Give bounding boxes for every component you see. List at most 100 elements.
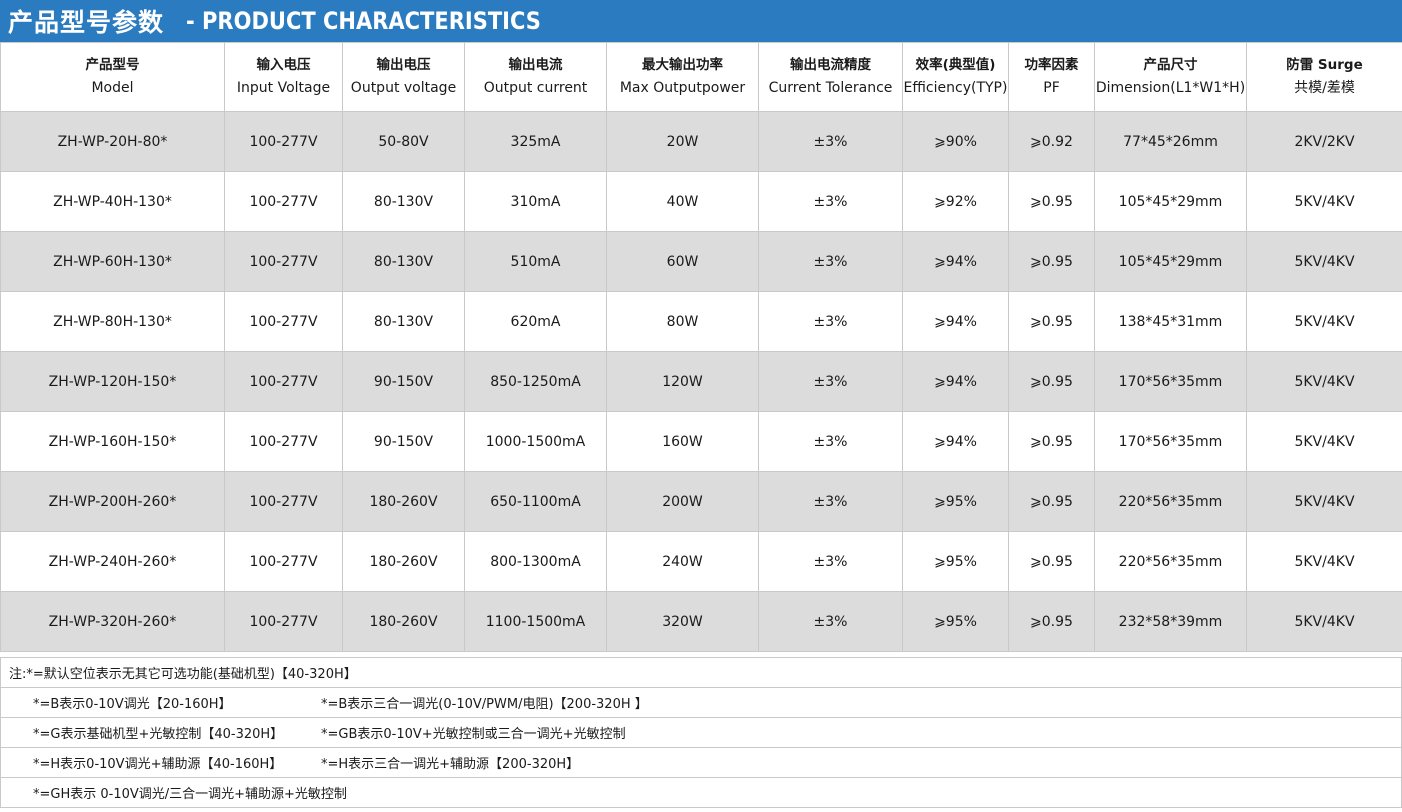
column-header-en: Output voltage [350, 80, 457, 96]
column-header-en: Efficiency(TYP) [903, 80, 1008, 96]
note-g-left: *=G表示基础机型+光敏控制【40-320H】 [33, 727, 284, 742]
table-cell: 80-130V [342, 171, 465, 232]
column-header-zh: 输出电流精度 [790, 57, 871, 73]
table-cell: 120W [606, 351, 759, 412]
table-cell: 510mA [464, 231, 607, 292]
table-cell: ⩾0.95 [1008, 591, 1095, 652]
note-b-right: *=B表示三合一调光(0-10V/PWM/电阻)【200-320H 】 [321, 697, 648, 712]
column-header-zh: 最大输出功率 [642, 57, 723, 73]
note-g-right: *=GB表示0-10V+光敏控制或三合一调光+光敏控制 [321, 727, 626, 742]
table-row: ZH-WP-320H-260* 100-277V 180-260V 1100-1500… [0, 591, 1402, 652]
table-cell: 80-130V [342, 231, 465, 292]
table-cell: 180-260V [342, 591, 465, 652]
table-cell: 620mA [464, 291, 607, 352]
notes-table: 注:*=默认空位表示无其它可选功能(基础机型)【40-320H】 *=B表示0-… [0, 657, 1402, 808]
table-cell: 100-277V [224, 291, 343, 352]
table-cell: ZH-WP-80H-130* [0, 291, 225, 352]
banner-title-cn: 产品型号参数 [8, 8, 165, 37]
table-cell: 100-277V [224, 171, 343, 232]
table-cell: 80W [606, 291, 759, 352]
table-cell: ⩾0.95 [1008, 291, 1095, 352]
table-cell: ZH-WP-320H-260* [0, 591, 225, 652]
column-header-zh: 产品型号 [85, 57, 140, 73]
note-h-right: *=H表示三合一调光+辅助源【200-320H】 [321, 757, 580, 772]
table-cell: ⩾0.95 [1008, 231, 1095, 292]
table-cell: 160W [606, 411, 759, 472]
table-cell: ZH-WP-60H-130* [0, 231, 225, 292]
table-cell: 180-260V [342, 471, 465, 532]
table-cell: 77*45*26mm [1094, 111, 1247, 172]
table-cell: 5KV/4KV [1246, 171, 1402, 232]
table-cell: 105*45*29mm [1094, 171, 1247, 232]
table-cell: ±3% [758, 471, 903, 532]
table-cell: 5KV/4KV [1246, 291, 1402, 352]
column-header-zh: 功率因素 [1024, 57, 1079, 73]
table-cell: 105*45*29mm [1094, 231, 1247, 292]
column-header: 效率(典型值) Efficiency(TYP) [902, 42, 1009, 112]
table-cell: 800-1300mA [464, 531, 607, 592]
column-header-zh: 输入电压 [256, 57, 311, 73]
table-cell: 80-130V [342, 291, 465, 352]
column-header-en: PF [1043, 80, 1060, 96]
table-cell: ⩾94% [902, 291, 1009, 352]
column-header-en: 共模/差模 [1294, 80, 1355, 96]
table-cell: 310mA [464, 171, 607, 232]
column-header-en: Input Voltage [236, 80, 331, 96]
table-row: ZH-WP-200H-260* 100-277V 180-260V 650-1100m… [0, 471, 1402, 532]
table-cell: ±3% [758, 291, 903, 352]
column-header: 最大输出功率 Max Outputpower [606, 42, 759, 112]
table-cell: ±3% [758, 231, 903, 292]
table-cell: ⩾92% [902, 171, 1009, 232]
table-cell: ZH-WP-240H-260* [0, 531, 225, 592]
note-gh: *=GH表示 0-10V调光/三合一调光+辅助源+光敏控制 [33, 787, 347, 802]
table-cell: 170*56*35mm [1094, 351, 1247, 412]
product-spec-table: 产品型号 Model 输入电压 Input Voltage 输出电压 Output vol… [0, 42, 1402, 652]
table-cell: ⩾0.95 [1008, 531, 1095, 592]
table-row: ZH-WP-80H-130* 100-277V 80-130V 620mA 80W ±3%… [0, 291, 1402, 352]
table-cell: 50-80V [342, 111, 465, 172]
table-cell: 5KV/4KV [1246, 411, 1402, 472]
table-cell: 220*56*35mm [1094, 471, 1247, 532]
table-cell: ⩾95% [902, 591, 1009, 652]
column-header: 输出电流精度 Current Tolerance [758, 42, 903, 112]
table-row: ZH-WP-160H-150* 100-277V 90-150V 1000-1500m… [0, 411, 1402, 472]
table-cell: 100-277V [224, 531, 343, 592]
table-cell: ±3% [758, 351, 903, 412]
table-cell: 325mA [464, 111, 607, 172]
table-header-row: 产品型号 Model 输入电压 Input Voltage 输出电压 Output vol… [0, 42, 1402, 112]
table-row: ZH-WP-40H-130* 100-277V 80-130V 310mA 40W ±3%… [0, 171, 1402, 232]
table-cell: ZH-WP-20H-80* [0, 111, 225, 172]
column-header: 输入电压 Input Voltage [224, 42, 343, 112]
column-header-zh: 输出电压 [376, 57, 431, 73]
table-cell: 1100-1500mA [464, 591, 607, 652]
table-cell: 5KV/4KV [1246, 591, 1402, 652]
column-header-zh: 效率(典型值) [915, 57, 996, 73]
column-header-zh: 防雷 Surge [1286, 57, 1363, 73]
banner-title-en: - PRODUCT CHARACTERISTICS [186, 7, 541, 35]
table-cell: 100-277V [224, 411, 343, 472]
table-cell: 100-277V [224, 591, 343, 652]
table-cell: 180-260V [342, 531, 465, 592]
table-body: ZH-WP-20H-80* 100-277V 50-80V 325mA 20W ±3% ⩾9… [0, 111, 1402, 652]
table-cell: 850-1250mA [464, 351, 607, 412]
table-cell: 320W [606, 591, 759, 652]
table-cell: 90-150V [342, 411, 465, 472]
table-row: ZH-WP-60H-130* 100-277V 80-130V 510mA 60W ±3%… [0, 231, 1402, 292]
column-header: 产品尺寸 Dimension(L1*W1*H) [1094, 42, 1247, 112]
column-header-en: Max Outputpower [619, 80, 746, 96]
column-header: 防雷 Surge 共模/差模 [1246, 42, 1402, 112]
table-cell: 60W [606, 231, 759, 292]
table-cell: 170*56*35mm [1094, 411, 1247, 472]
table-cell: ⩾94% [902, 411, 1009, 472]
table-cell: 5KV/4KV [1246, 531, 1402, 592]
table-cell: 650-1100mA [464, 471, 607, 532]
table-cell: 100-277V [224, 471, 343, 532]
table-cell: ±3% [758, 171, 903, 232]
table-cell: 5KV/4KV [1246, 351, 1402, 412]
table-cell: ZH-WP-120H-150* [0, 351, 225, 412]
table-cell: ⩾95% [902, 531, 1009, 592]
table-cell: 232*58*39mm [1094, 591, 1247, 652]
table-cell: ⩾0.95 [1008, 471, 1095, 532]
column-header-en: Dimension(L1*W1*H) [1095, 80, 1246, 96]
table-cell: 5KV/4KV [1246, 231, 1402, 292]
